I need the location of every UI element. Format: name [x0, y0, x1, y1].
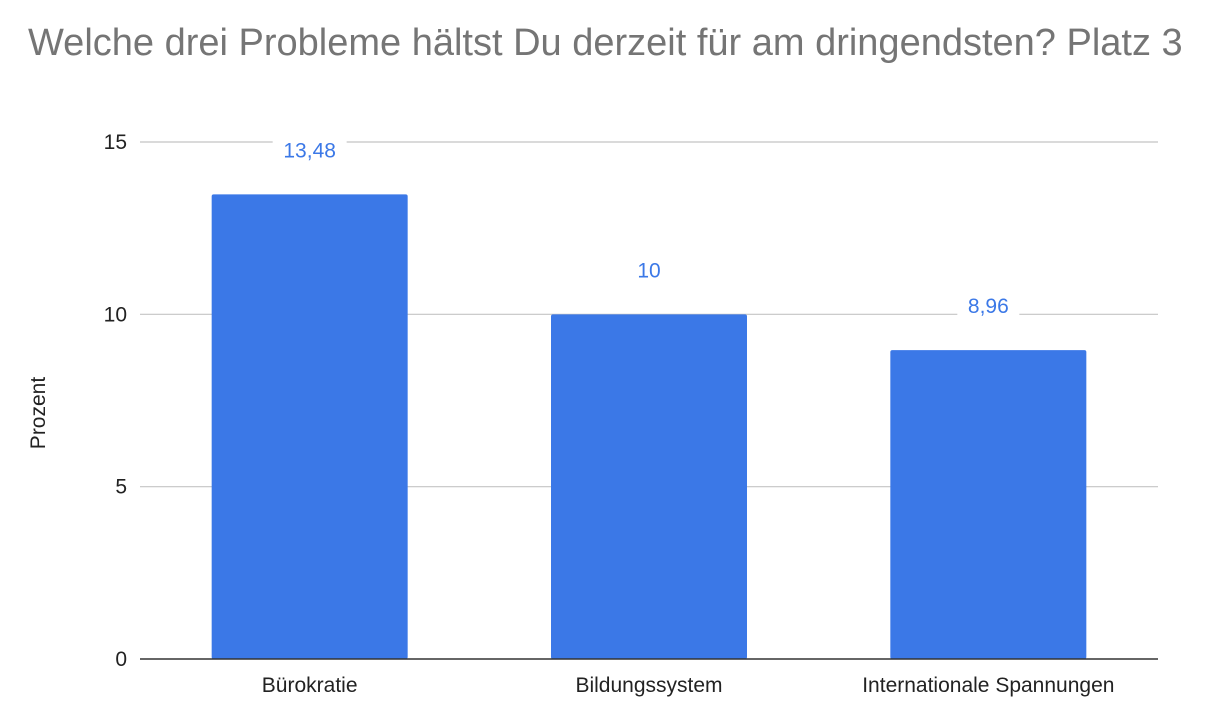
- y-tick-label: 0: [115, 648, 127, 671]
- x-category-label: Internationale Spannungen: [862, 674, 1114, 697]
- y-tick-label: 15: [104, 131, 127, 154]
- data-label-background: [630, 256, 668, 283]
- bar: [890, 350, 1087, 659]
- data-label: 13,48: [283, 139, 336, 162]
- data-label-background: [272, 136, 347, 163]
- x-category-label: Bürokratie: [262, 674, 358, 697]
- bar: [551, 314, 747, 659]
- chart-title: Welche drei Probleme hältst Du derzeit f…: [28, 22, 1183, 64]
- data-label: 8,96: [968, 295, 1009, 318]
- data-labels: 13,48 10 8,96: [272, 136, 1020, 319]
- y-tick-label: 5: [115, 476, 127, 499]
- x-category-label: Bildungssystem: [575, 674, 722, 697]
- y-axis-title: Prozent: [27, 377, 50, 450]
- bars: [211, 194, 1087, 659]
- bar: [211, 194, 408, 659]
- data-label-background: [957, 292, 1020, 319]
- axes: Prozent 0 5 10 15 Bürokratie Bildungssystem In…: [27, 131, 1158, 697]
- data-label: 10: [637, 259, 660, 282]
- y-tick-label: 10: [104, 303, 127, 326]
